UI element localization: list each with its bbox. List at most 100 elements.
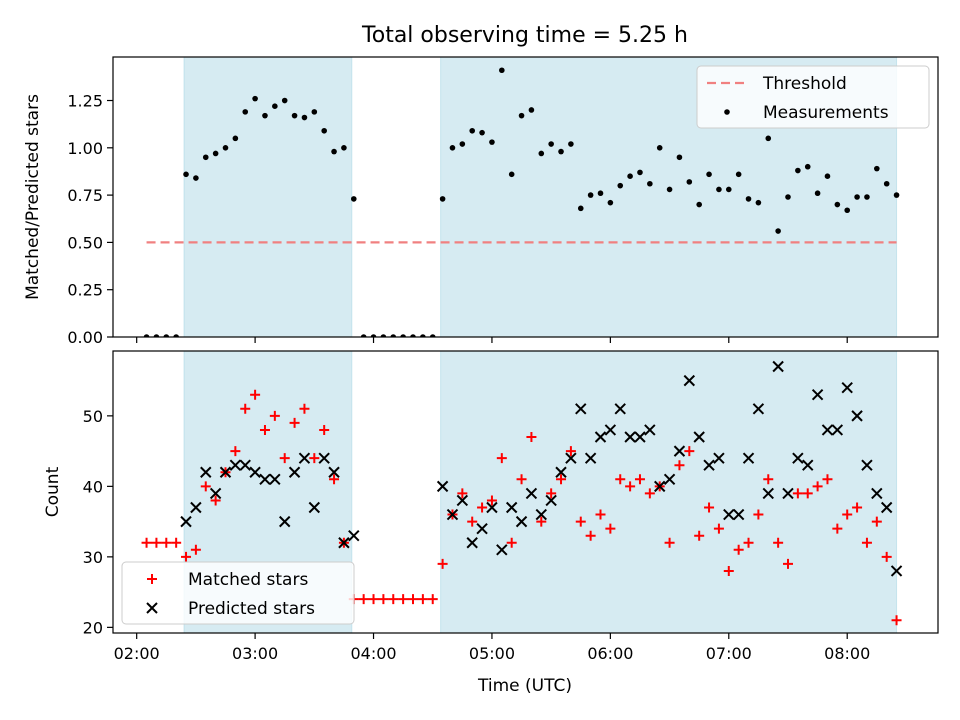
predicted-star-point <box>338 537 350 549</box>
measurement-point <box>360 334 367 337</box>
measurement-point <box>173 334 179 337</box>
measurement-point <box>874 165 880 172</box>
matched-star-point <box>230 446 241 457</box>
plot-area <box>141 360 903 626</box>
measurement-point <box>795 167 801 174</box>
predicted-star-point <box>545 494 557 507</box>
measurement-point <box>893 192 900 198</box>
measurement-point <box>607 199 614 206</box>
predicted-star-point <box>348 530 360 542</box>
measurement-point <box>469 127 476 134</box>
legend-label: Predicted stars <box>188 599 315 619</box>
chart-title: Total observing time = 5.25 h <box>361 23 688 48</box>
measurement-point <box>212 150 219 157</box>
measurement-point <box>666 186 673 193</box>
y-tick-label: 0.50 <box>67 233 103 252</box>
predicted-star-point <box>831 424 844 436</box>
predicted-star-point <box>634 431 646 443</box>
predicted-star-point <box>288 466 301 478</box>
measurement-point <box>331 148 337 155</box>
matched-star-point <box>368 594 379 605</box>
matched-star-point <box>713 523 724 534</box>
predicted-star-point <box>772 360 784 373</box>
matched-star-point <box>556 474 567 485</box>
matched-star-point <box>358 594 369 605</box>
matched-star-point <box>151 537 162 548</box>
y-tick-label: 1.00 <box>67 139 103 158</box>
matched-star-point <box>832 523 843 534</box>
matched-star-point <box>546 488 557 499</box>
matched-star-point <box>210 495 221 506</box>
measurement-point <box>814 190 821 197</box>
measurement-point <box>439 196 446 202</box>
predicted-star-point <box>624 431 636 443</box>
legend-swatch <box>147 574 157 584</box>
measurement-point <box>183 171 189 178</box>
measurement-point <box>420 334 426 337</box>
legend-label: Measurements <box>763 103 889 123</box>
predicted-star-point <box>792 452 804 464</box>
matched-star-point <box>891 615 902 626</box>
matched-star-point <box>408 594 418 605</box>
predicted-star-point <box>298 452 311 464</box>
predicted-star-point <box>693 431 705 443</box>
legend: Matched stars Predicted stars <box>121 561 355 625</box>
matched-star-point <box>516 474 527 485</box>
matched-star-point <box>773 537 784 548</box>
matched-star-point <box>279 453 290 464</box>
measurement-point <box>153 334 160 337</box>
predicted-star-point <box>555 466 567 478</box>
measurement-point <box>686 179 693 185</box>
ratio-panel: 0.00 0.25 0.50 0.75 1.00 1.25 Matched/Predicte… <box>23 56 939 347</box>
observing-interval-1 <box>183 56 353 338</box>
series-predicted-stars <box>180 360 903 577</box>
measurement-point <box>844 207 851 214</box>
measurement-point <box>558 148 564 155</box>
x-tick-label: 07:00 <box>706 644 752 663</box>
measurement-point <box>252 95 258 102</box>
matched-star-point <box>684 446 695 457</box>
measurement-point <box>538 150 545 157</box>
y-tick-label: 50 <box>83 407 103 426</box>
predicted-star-point <box>535 508 547 521</box>
measurement-point <box>577 205 584 212</box>
predicted-star-point <box>466 537 478 549</box>
matched-star-point <box>496 453 507 464</box>
y-tick-label: 30 <box>83 548 103 567</box>
predicted-star-point <box>486 501 498 514</box>
matched-star-point <box>861 537 872 548</box>
predicted-star-point <box>200 466 212 478</box>
matched-star-point <box>200 481 211 492</box>
matched-star-point <box>240 403 251 414</box>
measurement-point <box>785 194 791 200</box>
matched-star-point <box>467 516 478 527</box>
matched-star-point <box>763 474 774 485</box>
measurement-point <box>568 141 574 147</box>
measurement-point <box>735 171 742 178</box>
measurement-point <box>725 186 732 193</box>
matched-star-point <box>398 594 409 605</box>
predicted-star-point <box>279 515 291 528</box>
predicted-star-point <box>525 487 538 500</box>
plot-area <box>143 67 900 337</box>
predicted-star-point <box>239 459 251 471</box>
matched-star-point <box>161 537 172 548</box>
matched-star-point <box>427 594 438 605</box>
matched-star-point <box>812 481 823 492</box>
predicted-star-point <box>476 522 488 535</box>
predicted-star-point <box>821 424 834 436</box>
measurement-point <box>548 141 554 147</box>
matched-star-point <box>585 530 596 541</box>
x-tick-label: 05:00 <box>469 644 515 663</box>
matched-star-point <box>733 544 744 555</box>
measurement-point <box>262 112 268 119</box>
measurement-point <box>755 199 762 206</box>
matched-star-point <box>664 537 675 548</box>
legend-item-threshold: Threshold <box>707 74 847 94</box>
x-tick-label: 02:00 <box>114 644 160 663</box>
predicted-star-point <box>713 452 725 464</box>
predicted-star-point <box>880 501 893 514</box>
matched-star-point <box>802 488 813 499</box>
measurement-point <box>400 334 406 337</box>
